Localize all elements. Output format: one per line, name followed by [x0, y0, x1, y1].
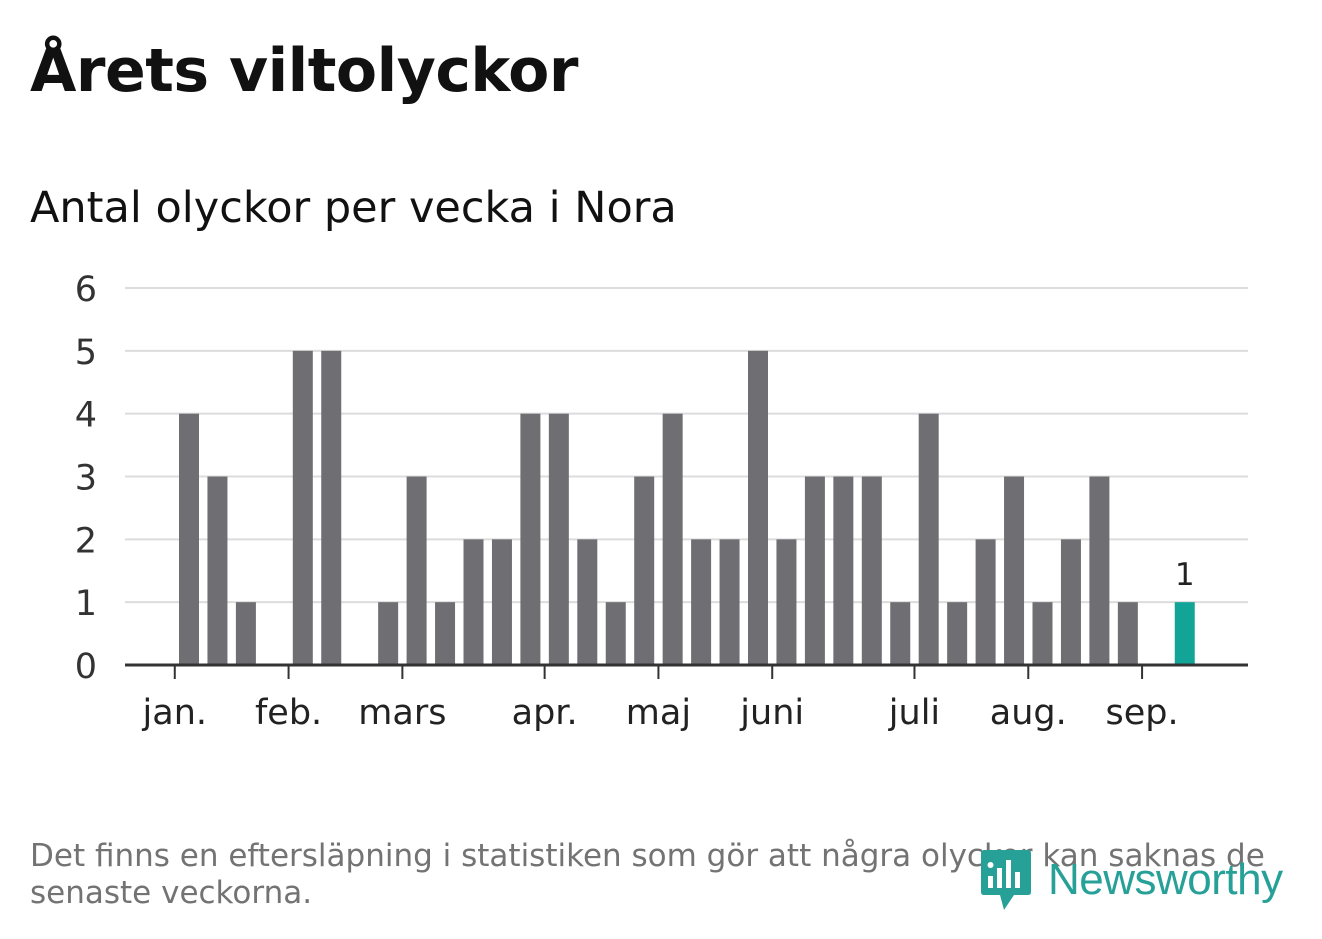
bar: [890, 602, 911, 665]
bar: [435, 602, 456, 665]
x-tick-label: mars: [358, 693, 446, 733]
bar: [804, 476, 825, 665]
bar: [1089, 476, 1110, 665]
x-tick-label: feb.: [255, 693, 322, 733]
bar: [861, 476, 882, 665]
x-tick-label: maj: [626, 693, 691, 733]
chart-subtitle: Antal olyckor per vecka i Nora: [30, 183, 677, 233]
bar: [577, 539, 598, 665]
bar: [378, 602, 399, 665]
data-label: 1: [1175, 557, 1195, 593]
bar: [292, 350, 313, 665]
bar: [548, 413, 569, 665]
bar: [975, 539, 996, 665]
bar: [662, 413, 683, 665]
bar: [179, 413, 199, 665]
bar: [491, 539, 512, 665]
bar: [776, 539, 797, 665]
y-tick-label: 5: [75, 333, 97, 373]
bar: [719, 539, 740, 665]
y-tick-label: 4: [75, 396, 97, 436]
bar: [918, 413, 939, 665]
bar: [207, 476, 228, 665]
footnote: Det finns en eftersläpning i statistiken…: [30, 838, 1265, 911]
bar: [605, 602, 626, 665]
bar: [947, 602, 968, 665]
newsworthy-logo-text: Newsworthy: [1048, 855, 1283, 904]
bar: [235, 602, 256, 665]
bar: [1117, 602, 1138, 665]
bar: [833, 476, 854, 665]
y-tick-label: 1: [75, 584, 97, 624]
chart-title: Årets viltolyckor: [30, 36, 579, 106]
x-tick-label: apr.: [512, 693, 578, 733]
bar: [520, 413, 541, 665]
bar: [691, 539, 712, 665]
y-tick-label: 0: [75, 647, 97, 687]
y-tick-label: 6: [75, 270, 97, 310]
x-tick-label: jan.: [142, 693, 207, 733]
newsworthy-logo-icon: [981, 850, 1031, 910]
bar: [748, 350, 768, 665]
bar: [463, 539, 484, 665]
bar: [1060, 539, 1081, 665]
bar: [321, 350, 342, 665]
newsworthy-logo[interactable]: Newsworthy: [980, 848, 1283, 912]
highlight-bar: [1174, 602, 1195, 665]
y-tick-label: 3: [75, 459, 97, 499]
bar: [1004, 476, 1025, 665]
bar: [406, 476, 427, 665]
x-tick-label: sep.: [1106, 693, 1179, 733]
x-tick-label: juni: [739, 693, 804, 733]
bar: [1032, 602, 1053, 665]
x-tick-label: juli: [888, 693, 940, 733]
bar: [634, 476, 655, 665]
x-tick-label: aug.: [990, 693, 1067, 733]
y-tick-label: 2: [75, 521, 97, 561]
